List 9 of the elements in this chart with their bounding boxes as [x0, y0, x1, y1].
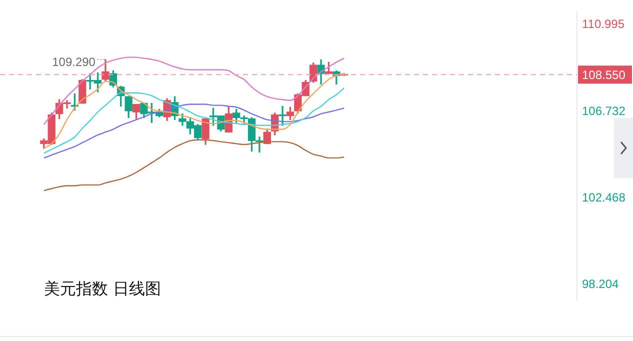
line-series	[43, 56, 345, 125]
y-tick-label: 102.468	[582, 190, 626, 205]
ref-line-label: 108.550	[582, 68, 626, 82]
y-tick-label: 110.995	[582, 17, 625, 32]
annotation: 美元指数 日线图	[44, 279, 162, 300]
y-tick-label: 98.204	[582, 277, 620, 292]
line-series	[43, 87, 345, 154]
annotation: 109.290	[52, 54, 96, 69]
y-tick-label: 106.732	[582, 104, 626, 118]
